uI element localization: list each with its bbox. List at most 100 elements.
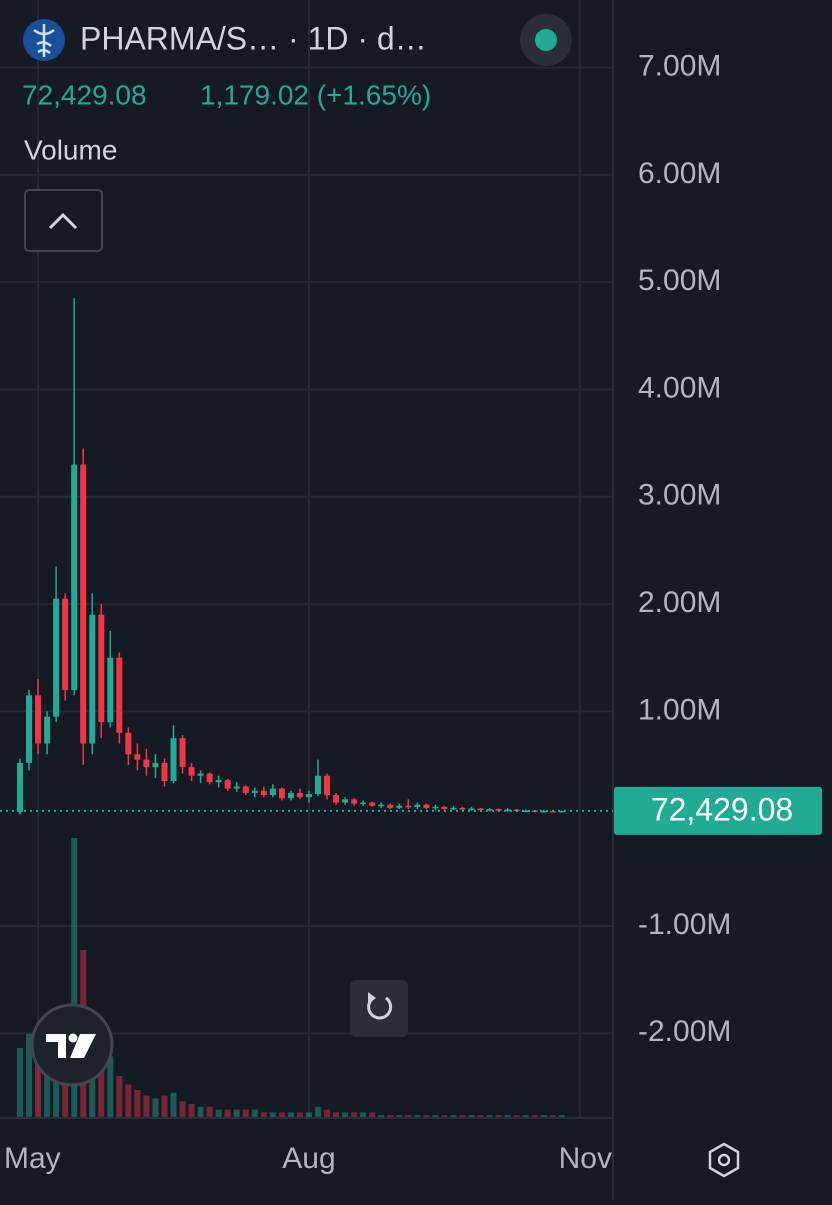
logo-glyph [33, 24, 55, 57]
volume-bar [170, 1092, 177, 1118]
volume-bar [107, 1056, 114, 1118]
last-price: 72,429.08 [22, 79, 147, 110]
volume-bar [396, 1115, 403, 1118]
candle-body [44, 716, 51, 744]
volume-bar [296, 1112, 303, 1118]
y-tick-label: 1.00M [638, 693, 721, 726]
volume-bar [35, 1039, 42, 1118]
volume-bar [44, 1048, 51, 1118]
symbol-title[interactable]: PHARMA/S… · 1D · d… [80, 20, 427, 56]
volume-bar [432, 1115, 439, 1118]
candle-body [152, 762, 159, 768]
volume-bar [287, 1112, 294, 1118]
volume-bar [558, 1115, 565, 1118]
volume-bar [486, 1115, 493, 1118]
candle-body [80, 464, 87, 744]
volume-bar [305, 1112, 312, 1118]
candle-body [188, 767, 195, 776]
candle-body [540, 810, 547, 813]
pane-label: Volume [24, 134, 117, 165]
candle-body [342, 799, 349, 803]
candle-body [242, 786, 249, 793]
volume-bar [161, 1095, 168, 1118]
volume-bar [468, 1115, 475, 1118]
collapse-button[interactable] [24, 189, 103, 252]
candle-body [251, 790, 258, 793]
candle-body [53, 598, 60, 717]
volume-bar [414, 1115, 421, 1118]
volume-bar [269, 1112, 276, 1118]
x-tick-label: Nov [559, 1142, 612, 1175]
volume-bar [26, 1034, 33, 1118]
candle-body [89, 614, 96, 744]
candle-body [134, 754, 141, 760]
candle-body [486, 808, 493, 811]
candle-body [369, 802, 376, 806]
reset-button[interactable] [350, 980, 408, 1037]
candle-body [287, 792, 294, 799]
candle-body [296, 792, 303, 798]
volume-bar [71, 838, 78, 1118]
volume-bar [423, 1115, 430, 1118]
candle-body [414, 804, 421, 807]
volume-bar [197, 1106, 204, 1118]
volume-bar [540, 1115, 547, 1118]
candle-body [143, 759, 150, 768]
candle-body [278, 788, 285, 799]
candle-body [396, 805, 403, 808]
candle-body [324, 775, 331, 796]
candle-body [432, 806, 439, 809]
volume-bar [17, 1048, 23, 1118]
last-price-tag-label: 72,429.08 [651, 791, 793, 827]
candle-body [387, 804, 394, 808]
candle-body [233, 786, 240, 789]
volume-bar [495, 1115, 502, 1118]
volume-bar [233, 1109, 240, 1118]
volume-bar [314, 1106, 321, 1118]
tradingview-logo[interactable] [30, 1003, 114, 1087]
candle-body [441, 806, 448, 809]
price-change: 1,179.02 (+1.65%) [200, 79, 431, 110]
y-tick-label: 6.00M [638, 157, 721, 190]
candle-body [450, 807, 457, 810]
candle-body [260, 790, 267, 796]
volume-bar [116, 1076, 123, 1118]
volume-bar [143, 1095, 150, 1118]
candle-body [558, 810, 565, 813]
candle-body [197, 773, 204, 776]
candle-body [504, 809, 511, 812]
volume-bar [378, 1115, 385, 1118]
volume-bar [504, 1115, 511, 1118]
candle-body [314, 775, 321, 794]
candle-body [405, 805, 412, 808]
y-tick-label: 2.00M [638, 586, 721, 619]
volume-bar [260, 1112, 267, 1118]
settings-button[interactable] [708, 1142, 740, 1178]
volume-bar [152, 1098, 159, 1118]
candle-body [17, 762, 23, 813]
settings-icon-center [717, 1153, 731, 1167]
candle-body [170, 738, 177, 782]
candle-body [62, 598, 69, 690]
candle-body [495, 808, 502, 811]
candle-body [71, 464, 78, 690]
volume-bar [513, 1115, 520, 1118]
volume-bar [251, 1109, 258, 1118]
candle-body [206, 773, 213, 783]
volume-bar [360, 1112, 367, 1118]
status-dot [535, 29, 557, 51]
volume-bar [206, 1106, 213, 1118]
volume-bar [477, 1115, 484, 1118]
candle-body [468, 808, 475, 810]
candle-body [378, 804, 385, 807]
volume-bar [98, 1048, 105, 1118]
candle-body [161, 762, 168, 782]
candle-body [179, 738, 186, 768]
volume-bar [188, 1104, 195, 1118]
candle-body [305, 793, 312, 798]
y-tick-label: 5.00M [638, 264, 721, 297]
volume-bar [369, 1112, 376, 1118]
chevron-up-icon [48, 212, 78, 230]
candle-body [269, 788, 276, 796]
volume-bar [441, 1115, 448, 1118]
